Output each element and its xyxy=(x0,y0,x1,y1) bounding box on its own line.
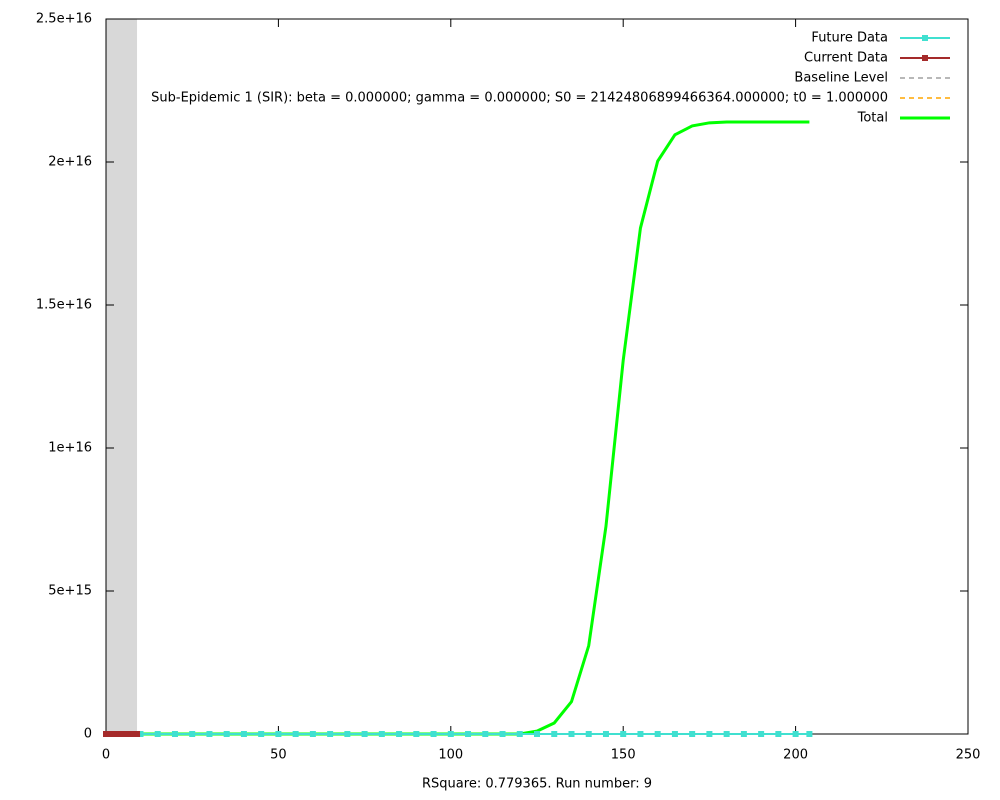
data-point xyxy=(568,731,575,737)
data-point xyxy=(534,731,540,737)
data-point xyxy=(275,731,282,737)
data-point xyxy=(123,731,130,737)
legend-label: Current Data xyxy=(804,51,888,66)
y-tick-label: 0 xyxy=(84,727,92,742)
data-point xyxy=(758,731,765,737)
series-line xyxy=(106,121,810,735)
data-point xyxy=(137,731,144,737)
data-point xyxy=(109,731,116,737)
data-point xyxy=(516,731,523,737)
data-point xyxy=(309,731,316,737)
legend-label: Baseline Level xyxy=(794,71,888,86)
data-point xyxy=(602,731,609,737)
data-point xyxy=(585,731,592,737)
x-tick-label: 200 xyxy=(783,748,808,763)
data-point xyxy=(327,731,334,737)
data-point xyxy=(171,731,178,737)
x-tick-label: 100 xyxy=(438,748,463,763)
y-tick-label: 1e+16 xyxy=(48,441,92,456)
data-point xyxy=(413,731,420,737)
x-axis-label: RSquare: 0.779365. Run number: 9 xyxy=(422,777,652,792)
data-point xyxy=(378,731,385,737)
data-point xyxy=(206,731,213,737)
x-tick-label: 50 xyxy=(270,748,287,763)
data-point xyxy=(361,731,368,737)
data-point xyxy=(430,731,437,737)
legend-label: Future Data xyxy=(811,31,888,46)
data-point xyxy=(113,731,120,737)
data-point xyxy=(499,731,506,737)
data-point xyxy=(551,731,558,737)
data-point xyxy=(637,731,644,737)
data-point xyxy=(130,731,137,737)
x-tick-label: 250 xyxy=(956,748,981,763)
data-point xyxy=(120,731,127,737)
data-point xyxy=(396,731,403,737)
series-line xyxy=(106,120,810,736)
legend-label: Sub-Epidemic 1 (SIR): beta = 0.000000; g… xyxy=(151,91,888,106)
y-tick-label: 5e+15 xyxy=(48,584,92,599)
data-point xyxy=(482,731,489,737)
data-point xyxy=(465,731,472,737)
x-tick-label: 150 xyxy=(611,748,636,763)
data-point xyxy=(344,731,351,737)
data-point xyxy=(706,731,713,737)
plot-border xyxy=(105,18,969,735)
data-point xyxy=(134,731,141,737)
data-point xyxy=(620,731,627,737)
legend-point xyxy=(922,35,928,41)
data-point xyxy=(189,731,196,737)
y-tick-label: 2.5e+16 xyxy=(36,12,92,27)
data-point xyxy=(689,731,696,737)
y-tick-label: 2e+16 xyxy=(48,155,92,170)
data-point xyxy=(740,731,747,737)
data-point xyxy=(775,731,782,737)
data-point xyxy=(240,731,247,737)
data-point xyxy=(292,731,299,737)
data-point xyxy=(127,731,134,737)
data-point xyxy=(103,731,109,737)
data-point xyxy=(258,731,265,737)
fit-window xyxy=(106,19,138,734)
data-point xyxy=(806,731,813,737)
data-point xyxy=(116,731,123,737)
data-point xyxy=(792,731,799,737)
data-point xyxy=(223,731,230,737)
legend-label: Total xyxy=(857,111,888,126)
data-point xyxy=(671,731,678,737)
legend-point xyxy=(922,55,928,61)
data-point xyxy=(154,731,161,737)
x-tick-label: 0 xyxy=(102,748,110,763)
data-point xyxy=(447,731,454,737)
data-point xyxy=(106,731,113,737)
data-point xyxy=(654,731,661,737)
data-point xyxy=(723,731,730,737)
y-tick-label: 1.5e+16 xyxy=(36,298,92,313)
